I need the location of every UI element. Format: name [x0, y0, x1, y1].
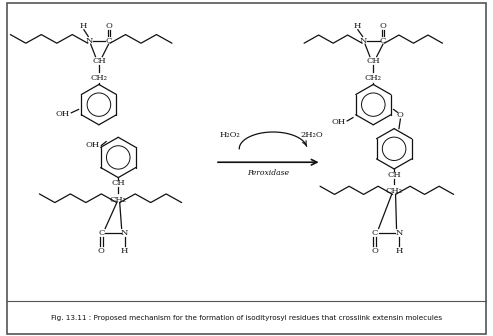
Text: H: H: [121, 247, 128, 255]
Text: O: O: [98, 247, 105, 255]
Text: C: C: [380, 37, 386, 45]
Text: CH₂: CH₂: [110, 196, 127, 204]
Text: CH₂: CH₂: [365, 74, 382, 82]
Text: CH₂: CH₂: [386, 187, 403, 195]
Text: C: C: [372, 229, 378, 237]
Text: CH: CH: [366, 57, 380, 66]
Text: H: H: [353, 23, 360, 30]
Text: H₂O₂: H₂O₂: [219, 131, 240, 139]
Text: Peroxidase: Peroxidase: [247, 169, 289, 177]
Text: H: H: [395, 247, 403, 255]
Text: N: N: [121, 229, 128, 237]
Text: O: O: [397, 111, 404, 119]
Text: O: O: [371, 247, 378, 255]
Text: O: O: [105, 23, 112, 30]
Text: CH: CH: [111, 179, 125, 187]
Text: OH: OH: [56, 110, 70, 118]
Text: CH: CH: [387, 171, 401, 179]
Text: 2H₂O: 2H₂O: [300, 131, 323, 139]
Text: OH: OH: [331, 118, 346, 126]
Text: O: O: [380, 23, 387, 30]
Text: N: N: [85, 37, 93, 45]
Text: H: H: [79, 23, 87, 30]
Text: N: N: [360, 37, 367, 45]
Text: Fig. 13.11 : Proposed mechanism for the formation of isodityrosyl residues that : Fig. 13.11 : Proposed mechanism for the …: [51, 315, 442, 321]
Text: OH: OH: [85, 141, 100, 149]
Text: C: C: [98, 229, 105, 237]
Text: CH: CH: [92, 57, 106, 66]
Text: N: N: [395, 229, 403, 237]
Text: C: C: [106, 37, 112, 45]
Text: CH₂: CH₂: [90, 74, 107, 82]
